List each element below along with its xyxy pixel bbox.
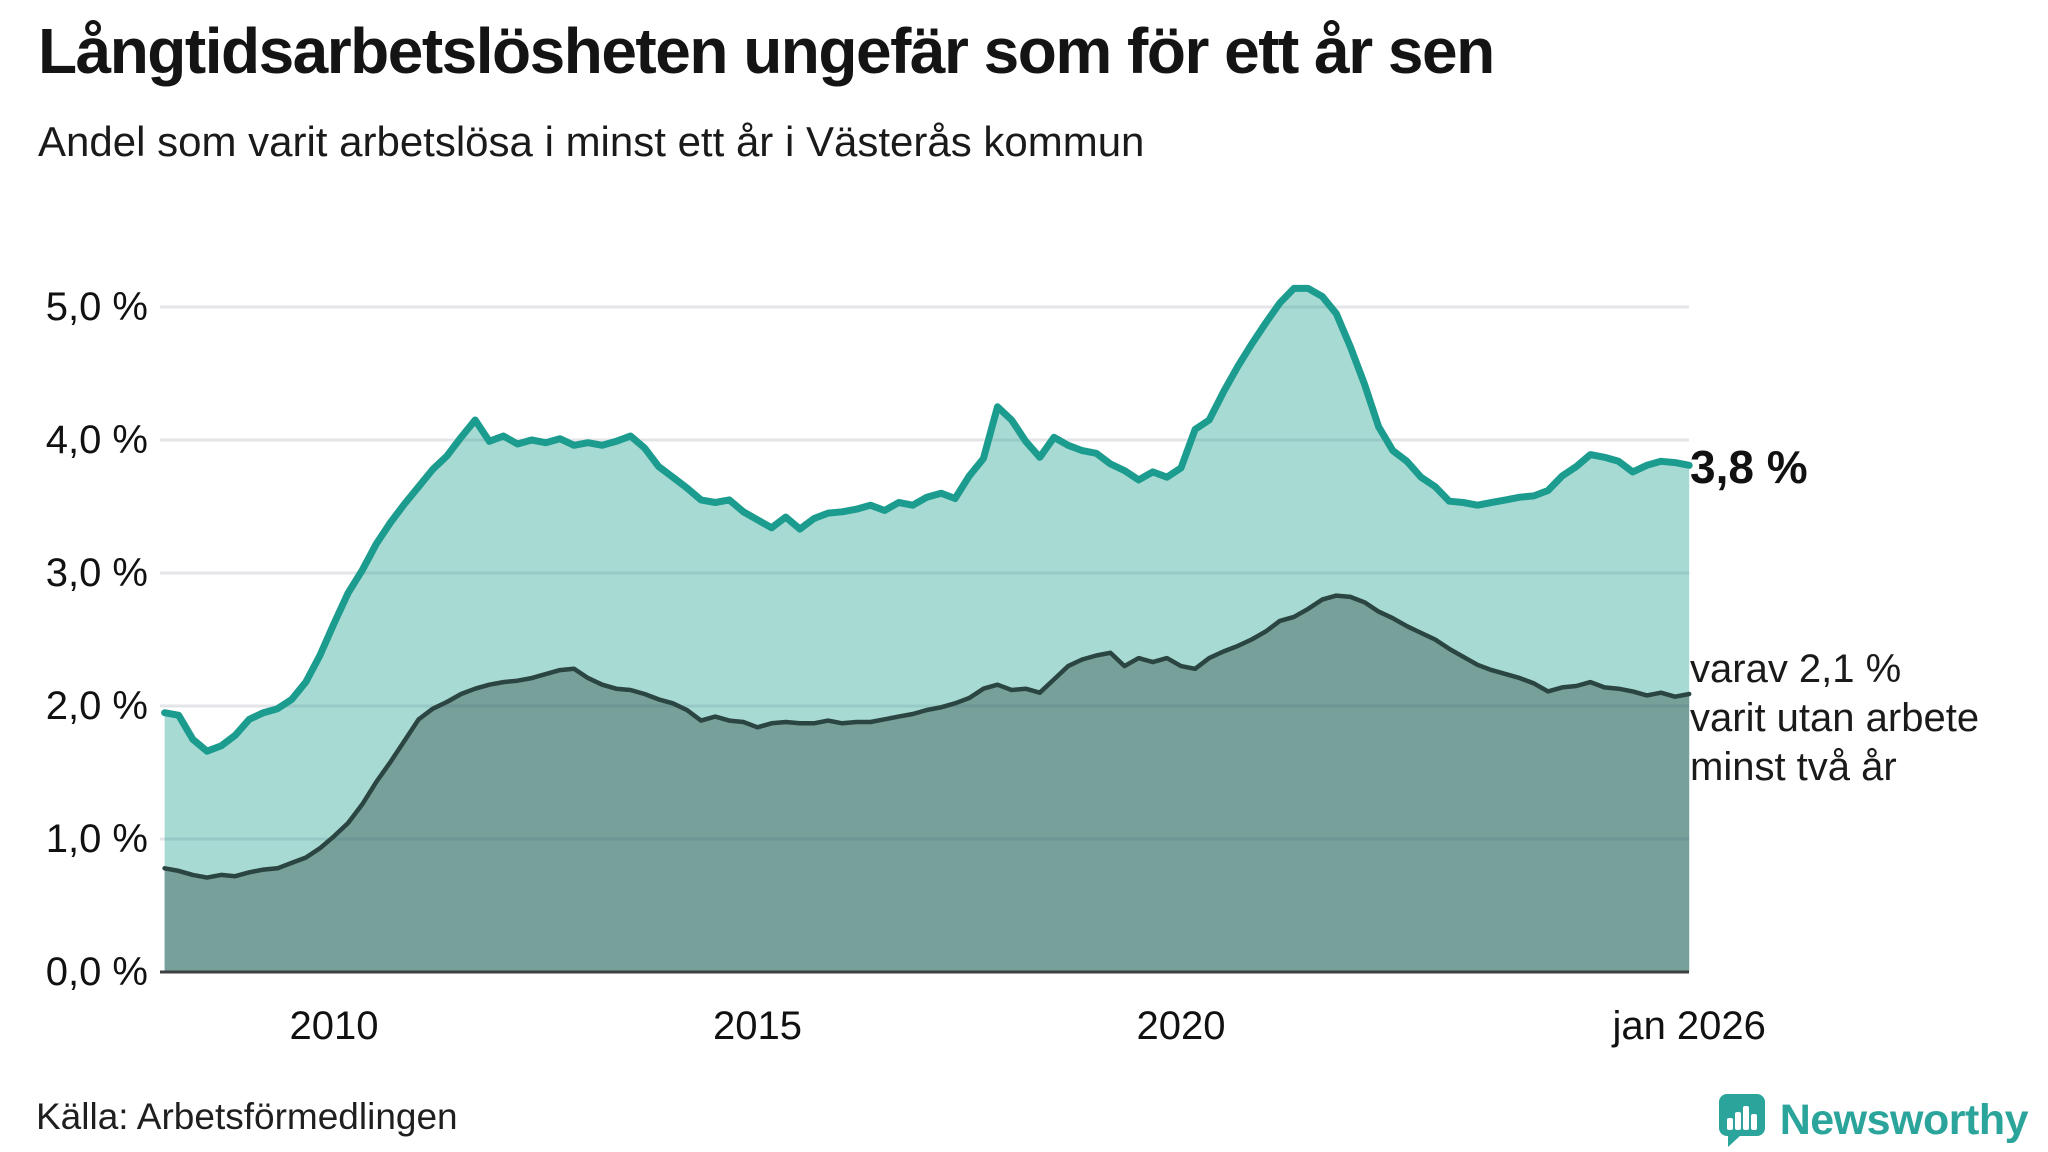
bar-chart-bubble-icon (1718, 1094, 1765, 1147)
area-unemployed-one-year (164, 288, 1690, 972)
y-tick-label-5: 5,0 % (45, 285, 148, 329)
y-tick-label-2: 2,0 % (45, 684, 148, 728)
end-label-two-years-line3: minst två år (1690, 745, 1897, 789)
x-tick-label-2010: 2010 (289, 1004, 379, 1048)
y-tick-label-3: 3,0 % (45, 551, 148, 595)
x-tick-label-jan-2026: jan 2026 (1612, 1004, 1766, 1048)
y-tick-label-4: 4,0 % (45, 418, 148, 462)
x-tick-label-2020: 2020 (1136, 1004, 1226, 1048)
area-unemployed-two-years (164, 595, 1690, 972)
line-unemployed-two-years (162, 593, 1692, 880)
end-label-two-years: varav 2,1 % varit utan arbete minst två … (1690, 645, 1979, 792)
x-tick-label-2015: 2015 (713, 1004, 802, 1048)
end-label-two-years-line1: varav 2,1 % (1690, 647, 1902, 691)
y-tick-label-0: 0,0 % (45, 950, 148, 994)
newsworthy-logo[interactable]: Newsworthy (1718, 1092, 2029, 1148)
page-title: Långtidsarbetslösheten ungefär som för e… (38, 15, 1495, 87)
end-label-one-year: 3,8 % (1690, 441, 1808, 493)
gridlines (160, 305, 1689, 841)
brand-name: Newsworthy (1779, 1095, 2029, 1144)
line-unemployed-one-year (161, 284, 1693, 755)
end-label-two-years-line2: varit utan arbete (1690, 696, 1980, 740)
page-subtitle: Andel som varit arbetslösa i minst ett å… (38, 118, 1145, 165)
source-attribution: Källa: Arbetsförmedlingen (36, 1096, 458, 1137)
y-tick-label-1: 1,0 % (45, 817, 148, 861)
